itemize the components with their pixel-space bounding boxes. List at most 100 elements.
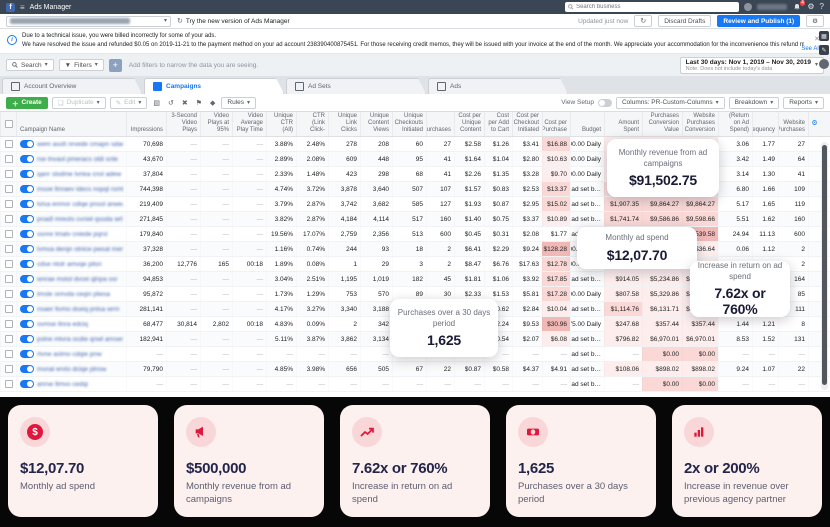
add-filter-button[interactable]: + bbox=[108, 58, 122, 72]
col-header-spent[interactable]: Amount Spent bbox=[604, 112, 642, 136]
col-header-impressions[interactable]: Impressions bbox=[126, 112, 166, 136]
create-button[interactable]: ＋ Create bbox=[6, 96, 48, 109]
campaign-toggle[interactable] bbox=[20, 275, 34, 283]
campaign-toggle[interactable] bbox=[20, 245, 34, 253]
search-input[interactable] bbox=[576, 4, 737, 10]
flag-icon[interactable]: ⚑ bbox=[195, 99, 203, 107]
col-header-freq[interactable]: Frequency bbox=[752, 112, 778, 136]
row-checkbox[interactable] bbox=[4, 335, 13, 343]
col-header-video95[interactable]: Video Plays at 95% bbox=[200, 112, 232, 136]
row-checkbox[interactable] bbox=[4, 320, 13, 328]
try-new-version-link[interactable]: ↻ Try the new version of Ads Manager bbox=[177, 17, 290, 26]
campaign-toggle[interactable] bbox=[20, 185, 34, 193]
campaign-name-redacted[interactable]: pnadl mreots cvniel qsoda wrlme bbox=[37, 215, 123, 223]
facebook-logo[interactable]: f bbox=[6, 2, 15, 12]
scrollbar-thumb[interactable] bbox=[822, 145, 827, 385]
reports-button[interactable]: Reports ▾ bbox=[783, 96, 824, 109]
row-checkbox[interactable] bbox=[4, 230, 13, 238]
duplicate-button[interactable]: ❏ Duplicate ▾ bbox=[51, 96, 106, 109]
campaign-name-redacted[interactable]: tmsle onrvda ceqin plwsa bbox=[37, 290, 110, 298]
col-header-uctr_link[interactable]: Unique CTR (Link Click- bbox=[296, 112, 328, 136]
table-row[interactable]: lvmsa derqn otnice pwsal mer 37,328 — — — 1.1… bbox=[0, 242, 830, 257]
columns-button[interactable]: Columns: PR-Custom-Columns ▾ bbox=[615, 96, 725, 109]
col-header-wp[interactable]: Website Purchases bbox=[778, 112, 808, 136]
campaign-toggle[interactable] bbox=[20, 200, 34, 208]
vertical-scrollbar[interactable] bbox=[821, 142, 828, 390]
business-search[interactable] bbox=[565, 2, 740, 12]
col-header-cp_checkout[interactable]: Cost per Checkout Initiated bbox=[512, 112, 542, 136]
table-row[interactable]: osnre tmalv cniede pqrsl 179,840 — — — 19.56%… bbox=[0, 227, 830, 242]
campaign-name-redacted[interactable]: wem asolt nrvede cmapn sdaeot lerns bbox=[37, 140, 123, 148]
campaign-toggle[interactable] bbox=[20, 320, 34, 328]
row-checkbox[interactable] bbox=[4, 350, 13, 358]
row-checkbox[interactable] bbox=[4, 140, 13, 148]
date-range-picker[interactable]: Last 30 days: Nov 1, 2019 – Nov 30, 2019… bbox=[679, 56, 824, 74]
campaign-toggle[interactable] bbox=[20, 230, 34, 238]
row-checkbox[interactable] bbox=[4, 365, 13, 373]
notifications-bell-icon[interactable]: 4 bbox=[792, 0, 806, 12]
campaign-toggle[interactable] bbox=[20, 215, 34, 223]
campaign-name-redacted[interactable]: osnre tmalv cniede pqrsl bbox=[37, 230, 108, 238]
hamburger-menu-icon[interactable]: ≡ bbox=[20, 2, 25, 12]
row-checkbox[interactable] bbox=[4, 155, 13, 163]
tab-campaigns[interactable]: Campaigns bbox=[144, 78, 284, 94]
help-icon[interactable]: ? bbox=[819, 2, 824, 11]
campaign-name-redacted[interactable]: anrse ltmvo cedqi bbox=[37, 380, 88, 388]
campaign-toggle[interactable] bbox=[20, 365, 34, 373]
row-checkbox[interactable] bbox=[4, 185, 13, 193]
campaign-toggle[interactable] bbox=[20, 260, 34, 268]
column-settings-gear-icon[interactable]: ⚙ bbox=[808, 112, 820, 136]
row-checkbox[interactable] bbox=[4, 260, 13, 268]
row-checkbox[interactable] bbox=[4, 380, 13, 388]
ab-test-icon[interactable]: ▧ bbox=[153, 99, 160, 107]
campaign-name-redacted[interactable]: lvmsa derqn otnice pwsal mer bbox=[37, 245, 123, 253]
row-checkbox[interactable] bbox=[4, 200, 13, 208]
campaign-name-redacted[interactable]: pslne mtvra ocdie qnwl amser bbox=[37, 335, 123, 343]
col-header-ulink_clicks[interactable]: Unique Link Clicks bbox=[328, 112, 360, 136]
campaign-toggle[interactable] bbox=[20, 155, 34, 163]
campaign-name-redacted[interactable]: cdse ntolr amvqe pilsn bbox=[37, 260, 102, 268]
col-header-roas[interactable]: Purchase ROAS (Return on Ad Spend) bbox=[718, 112, 752, 136]
campaign-name-redacted[interactable]: tvlsa enmor cdiqe pnsol arweu bbox=[37, 200, 123, 208]
tab-ads[interactable]: Ads bbox=[428, 78, 568, 94]
table-row[interactable]: rtvne aslmo cdqie pnw——————————————Using… bbox=[0, 347, 830, 362]
col-header-cp_content[interactable]: Cost per Unique Content bbox=[454, 112, 484, 136]
edit-button[interactable]: ✎ Edit ▾ bbox=[109, 96, 148, 109]
filters-button[interactable]: ▼ Filters ▾ bbox=[58, 59, 104, 71]
history-icon[interactable]: ↺ bbox=[167, 99, 174, 107]
col-header-cp_atc[interactable]: Cost per Add to Cart bbox=[484, 112, 512, 136]
table-row[interactable]: pnadl mreots cvniel qsoda wrlme 271,845 — —… bbox=[0, 212, 830, 227]
side-panel-collapse-icon[interactable] bbox=[819, 59, 829, 69]
row-checkbox[interactable] bbox=[4, 290, 13, 298]
col-header-cpp[interactable]: Cost per Purchase bbox=[542, 112, 570, 136]
delete-icon[interactable]: ✖ bbox=[181, 99, 188, 107]
col-header-budget[interactable]: Budget bbox=[570, 112, 604, 136]
row-checkbox[interactable] bbox=[4, 275, 13, 283]
campaign-toggle[interactable] bbox=[20, 335, 34, 343]
row-checkbox[interactable] bbox=[4, 245, 13, 253]
campaign-toggle[interactable] bbox=[20, 140, 34, 148]
tag-icon[interactable]: ◆ bbox=[210, 99, 216, 107]
campaign-toggle[interactable] bbox=[20, 380, 34, 388]
row-checkbox[interactable] bbox=[4, 305, 13, 313]
campaign-name-redacted[interactable]: rse tnvaol pmeracs oldi snte bbox=[37, 155, 118, 163]
tab-ad-sets[interactable]: Ad Sets bbox=[286, 78, 426, 94]
campaign-toggle[interactable] bbox=[20, 305, 34, 313]
campaign-name-redacted[interactable]: ovmse ltnra edciq bbox=[37, 320, 88, 328]
refresh-button[interactable]: ↻ bbox=[634, 15, 653, 27]
campaign-toggle[interactable] bbox=[20, 170, 34, 178]
search-filter-button[interactable]: Search ▾ bbox=[6, 59, 54, 71]
col-header-name[interactable]: Campaign Name bbox=[16, 112, 126, 136]
row-checkbox[interactable] bbox=[4, 215, 13, 223]
breakdown-button[interactable]: Breakdown ▾ bbox=[728, 96, 780, 109]
publish-settings-gear-icon[interactable]: ⚙ bbox=[806, 15, 824, 27]
tab-account-overview[interactable]: Account Overview bbox=[2, 78, 142, 94]
see-all-link[interactable]: See All bbox=[801, 46, 820, 52]
campaign-name-redacted[interactable]: nsaer ltvmo dceiq pnlsa wrm bbox=[37, 305, 120, 313]
table-row[interactable]: tvlsa enmor cdiqe pnsol arweu 219,409 — — — 3… bbox=[0, 197, 830, 212]
campaign-toggle[interactable] bbox=[20, 350, 34, 358]
ad-account-selector[interactable]: ▾ bbox=[6, 15, 171, 27]
col-header-purchases[interactable]: Purchases bbox=[426, 112, 454, 136]
side-panel-chart-icon[interactable]: ▦ bbox=[819, 31, 829, 41]
side-panel-edit-icon[interactable]: ✎ bbox=[819, 45, 829, 55]
